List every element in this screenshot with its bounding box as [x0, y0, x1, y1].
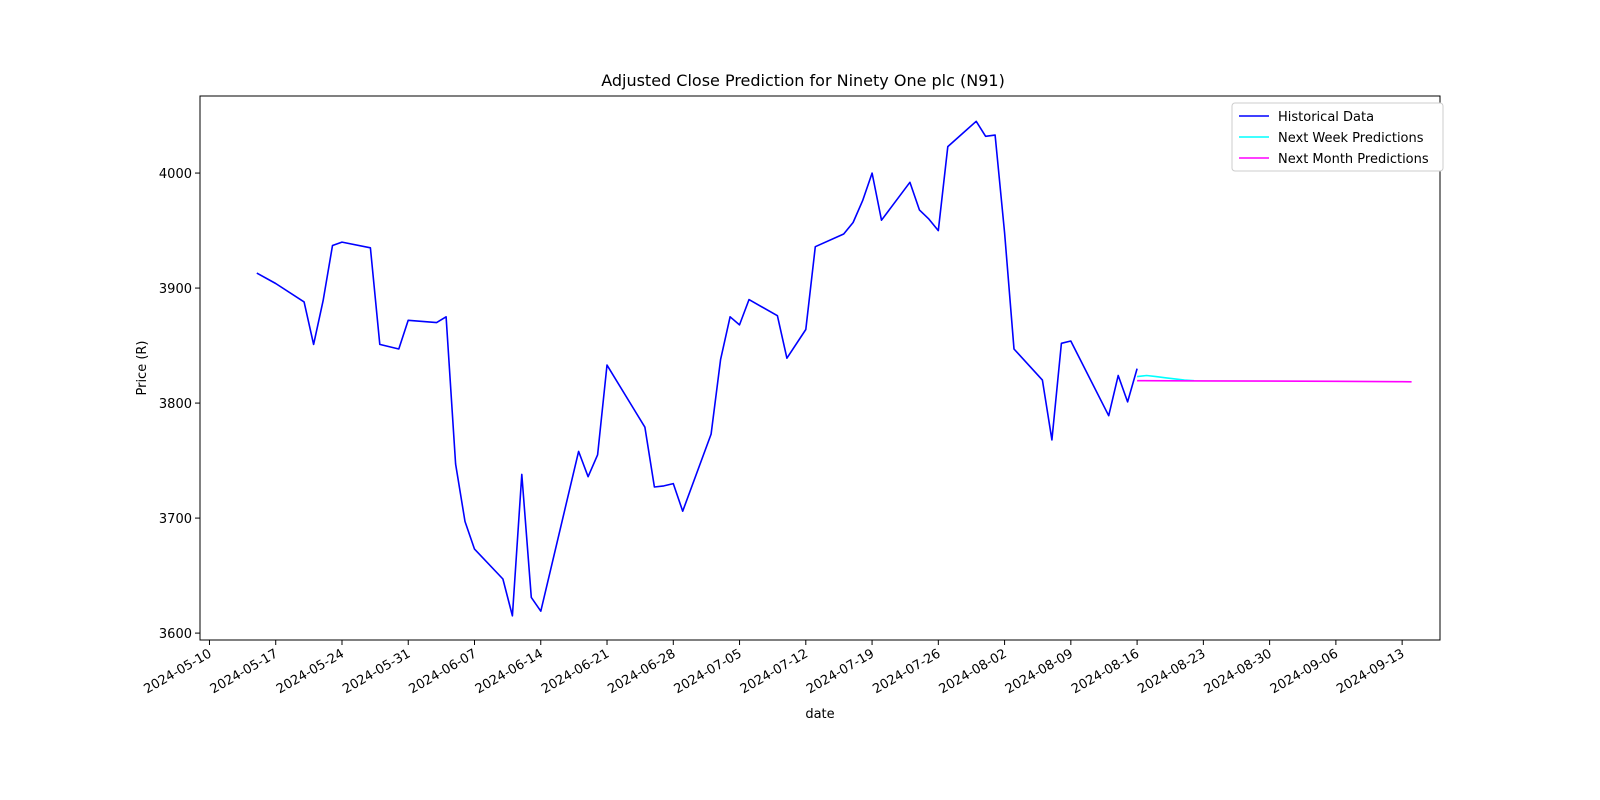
- legend-label-1: Next Week Predictions: [1278, 131, 1424, 146]
- x-tick-label: 2024-06-28: [605, 646, 678, 697]
- x-tick-label: 2024-07-19: [804, 646, 877, 697]
- x-tick-label: 2024-06-21: [539, 646, 612, 697]
- legend-box: [1231, 102, 1444, 172]
- plot-frame: [199, 95, 1441, 641]
- x-tick-label: 2024-07-26: [870, 646, 943, 697]
- y-axis: 3600 3700 3800 3900 4000: [159, 167, 200, 642]
- x-tick-label: 2024-08-30: [1202, 646, 1275, 697]
- chart-title: Adjusted Close Prediction for Ninety One…: [601, 71, 1005, 90]
- x-tick-label: 2024-07-12: [738, 646, 811, 697]
- series-layer: [256, 120, 1412, 617]
- x-tick-label: 2024-05-31: [340, 646, 413, 697]
- x-axis-label: date: [805, 707, 834, 722]
- x-tick-label: 2024-08-09: [1003, 646, 1076, 697]
- x-tick-label: 2024-08-02: [937, 646, 1010, 697]
- x-tick-label: 2024-09-13: [1334, 646, 1407, 697]
- x-tick-label: 2024-05-17: [208, 646, 281, 697]
- x-tick-label: 2024-08-23: [1135, 646, 1208, 697]
- series-line-2: [1137, 379, 1412, 383]
- x-tick-label: 2024-06-14: [473, 646, 546, 697]
- x-tick-label: 2024-05-24: [274, 646, 347, 697]
- series-line-1: [1137, 374, 1194, 382]
- series-line-0: [256, 120, 1138, 617]
- x-tick-label: 2024-09-06: [1268, 646, 1341, 697]
- x-tick-label: 2024-08-16: [1069, 646, 1142, 697]
- y-tick-label: 4000: [159, 167, 192, 182]
- legend-label-2: Next Month Predictions: [1278, 152, 1429, 167]
- legend-label-0: Historical Data: [1278, 110, 1374, 125]
- y-tick-label: 3600: [159, 627, 192, 642]
- legend: Historical Data Next Week Predictions Next…: [1231, 102, 1444, 172]
- y-axis-label: Price (R): [135, 340, 150, 395]
- x-tick-label: 2024-06-07: [407, 646, 480, 697]
- x-tick-label: 2024-07-05: [672, 646, 745, 697]
- x-axis: 2024-05-102024-05-172024-05-242024-05-31…: [142, 640, 1407, 697]
- y-tick-label: 3800: [159, 397, 192, 412]
- y-tick-label: 3900: [159, 282, 192, 297]
- x-tick-label: 2024-05-10: [142, 646, 215, 697]
- y-tick-label: 3700: [159, 512, 192, 527]
